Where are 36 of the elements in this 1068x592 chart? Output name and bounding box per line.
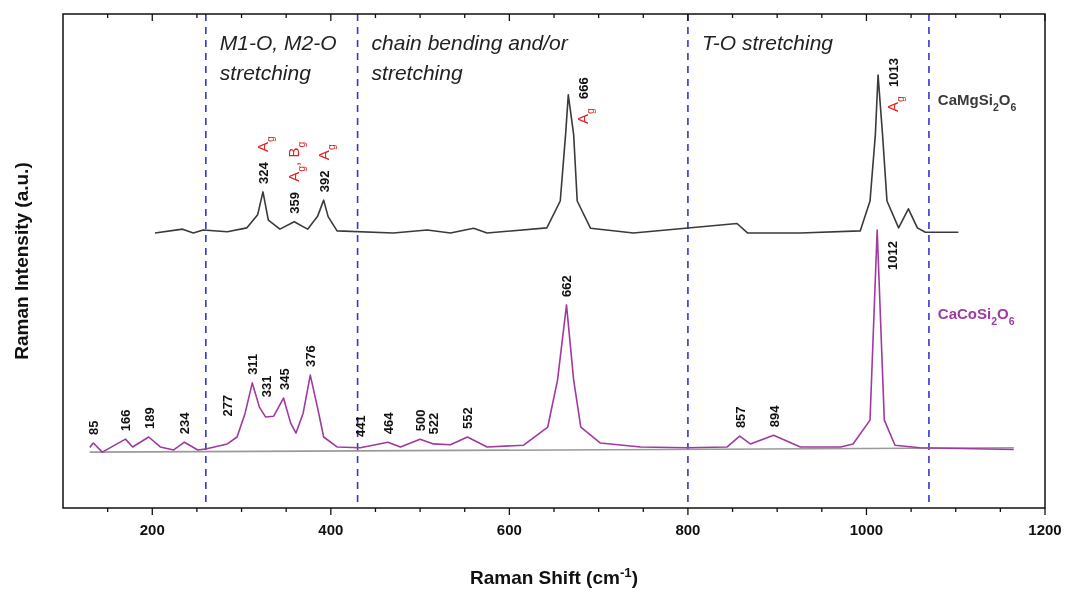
y-axis-title: Raman Intensity (a.u.) [11, 162, 32, 360]
annotation: 666 [576, 77, 592, 99]
annotation: 359 [287, 192, 303, 214]
annotation: 464 [380, 411, 396, 435]
x-axis-title: Raman Shift (cm$^{-1}$) [469, 564, 639, 588]
annotation: 857 [732, 406, 748, 429]
text: CaMgSi$_{2}$O$_{6}$ [937, 91, 1017, 114]
annotation: 166 [118, 409, 134, 432]
annotation: 277 [220, 394, 236, 417]
x-tick-label: 600 [496, 521, 522, 538]
x-tick-label: 800 [675, 521, 701, 538]
annotation: 85 [86, 420, 102, 436]
annotation: 234 [177, 411, 193, 435]
annotation: chain bending and/or stretching [371, 31, 569, 84]
annotation: 1013 [886, 58, 902, 87]
x-tick-label: 1200 [1028, 521, 1062, 538]
annotation: 311 [245, 353, 261, 375]
annotation: 500 [413, 409, 429, 432]
x-tick-label: 400 [318, 521, 344, 538]
annotation: 345 [276, 368, 292, 391]
annotation: 189 [141, 407, 157, 429]
annotation: 894 [766, 404, 782, 428]
annotation: 552 [460, 407, 476, 429]
annotation: M1-O, M2-O stretching [219, 31, 337, 84]
x-tick-label: 200 [139, 521, 165, 538]
annotation: 1012 [885, 241, 901, 271]
annotation: 392 [316, 170, 332, 193]
annotation: 662 [559, 275, 575, 297]
annotation: 376 [303, 345, 319, 368]
annotation: 441 [353, 415, 369, 437]
text: CaCoSi$_{2}$O$_{6}$ [937, 305, 1015, 328]
x-tick-label: 1000 [849, 521, 884, 538]
annotation: 522 [426, 412, 442, 435]
text: T-O stretching [701, 31, 834, 54]
annotation: 324 [255, 161, 271, 184]
annotation: 331 [258, 375, 274, 398]
